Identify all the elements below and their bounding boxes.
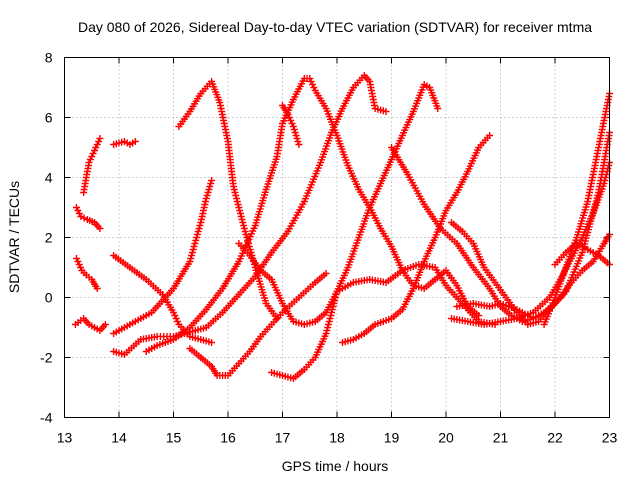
chart-title: Day 080 of 2026, Sidereal Day-to-day VTE…: [78, 19, 592, 35]
y-tick-label: 4: [45, 170, 53, 186]
plot-frame: [64, 57, 610, 418]
x-tick-label: 21: [493, 430, 509, 446]
series-arc-15: [339, 132, 494, 346]
series-arc-2: [80, 135, 104, 196]
data-point-markers: [110, 177, 216, 337]
x-tick-label: 13: [57, 430, 73, 446]
x-tick-label: 16: [220, 430, 236, 446]
series-arc-9: [110, 72, 390, 358]
data-point-markers: [73, 255, 101, 292]
x-tick-label: 19: [384, 430, 400, 446]
data-point-markers: [71, 315, 109, 334]
data-layer: [71, 72, 613, 382]
x-tick-label: 14: [111, 430, 127, 446]
data-point-markers: [339, 132, 494, 346]
x-axis-label: GPS time / hours: [282, 458, 389, 474]
y-tick-label: -2: [40, 350, 53, 366]
x-tick-label: 22: [547, 430, 563, 446]
grid-layer: [64, 57, 610, 418]
tick-layer: 13 14 15 16 17 18 19 20 21 22 23 -4 -2 0 2 4 6 8: [40, 50, 617, 446]
series-arc-13: [268, 81, 442, 382]
data-point-markers: [540, 90, 613, 328]
data-point-markers: [80, 135, 104, 196]
x-tick-label: 17: [275, 430, 291, 446]
series-arc-4: [73, 255, 101, 292]
x-tick-label: 20: [438, 430, 454, 446]
data-point-markers: [268, 81, 442, 382]
y-tick-label: 6: [45, 110, 53, 126]
series-arc-14: [279, 102, 303, 148]
series-arc-21: [540, 90, 613, 328]
x-tick-label: 15: [166, 430, 182, 446]
series-arc-3: [110, 138, 139, 148]
series-arc-7: [110, 177, 216, 337]
y-tick-label: 8: [45, 50, 53, 66]
data-point-markers: [453, 129, 613, 322]
series-arc-1: [73, 204, 104, 232]
x-tick-label: 23: [602, 430, 618, 446]
y-tick-label: 2: [45, 230, 53, 246]
series-arc-19: [453, 129, 613, 322]
series-arc-5: [71, 315, 109, 334]
data-point-markers: [186, 270, 330, 379]
data-point-markers: [110, 72, 390, 358]
data-point-markers: [110, 138, 139, 148]
y-axis-label: SDTVAR / TECUs: [6, 181, 22, 293]
data-point-markers: [73, 204, 104, 232]
data-point-markers: [279, 102, 303, 148]
x-tick-label: 18: [329, 430, 345, 446]
y-tick-label: -4: [40, 410, 53, 426]
y-tick-label: 0: [45, 290, 53, 306]
series-arc-10: [186, 270, 330, 379]
